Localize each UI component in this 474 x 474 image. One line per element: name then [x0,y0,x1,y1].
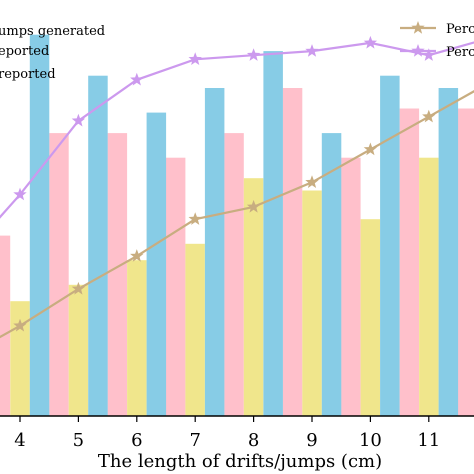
line-series-0-point-1 [71,281,86,295]
line-series-0-point-3 [188,212,202,225]
bar-series-1-cat-5 [282,88,303,416]
legend-label-jumps-reported: eported [0,44,49,59]
x-axis-label: The length of drifts/jumps (cm) [98,451,382,472]
bar-series-1-cat-6 [341,157,361,416]
x-tick-label-8: 8 [248,430,259,451]
bar-series-2-cat-5 [302,190,322,416]
line-series-0-point-5 [305,175,319,188]
x-tick-label-6: 6 [131,430,142,451]
bar-series-1-cat-4 [224,133,244,416]
bar-series-1-cat-1 [49,133,69,416]
legend-marker-0 [411,21,425,34]
bar-series-0-cat-4 [263,51,283,416]
line-series-1-point-6 [363,35,378,49]
legend-marker-1 [411,44,425,57]
legend-right: Perce Perce [400,21,474,60]
line-series-1-point-5 [305,44,319,57]
line-series-1-point-2 [130,72,144,86]
line-series-1-point-7 [422,48,436,61]
bar-series-0-cat-6 [380,75,400,416]
bar-series-0-cat-1 [88,75,108,416]
line-series-1 [0,41,474,219]
bar-series-2-cat-1 [68,284,89,416]
bar-series-0-cat-0 [29,34,50,416]
legend-left: umps generated eported reported [0,24,105,82]
line-series-0-point-2 [130,249,144,262]
bar-series-1-cat-0 [0,235,11,416]
legend-label-jumps-generated: umps generated [0,24,105,39]
x-tick-label-10: 10 [359,430,382,451]
line-series-0-point-4 [246,199,261,213]
bar-series-0-cat-7 [438,88,459,416]
legend-label-percent-1: Perce [446,45,474,60]
x-tick-label-11: 11 [417,430,440,451]
bar-series-2-cat-0 [10,301,30,416]
bar-series-2-cat-3 [185,243,205,416]
legend-label-jumps-unreported: reported [0,67,56,82]
lines-layer [0,35,474,339]
legend-label-percent-0: Perce [446,22,474,37]
bar-series-0-cat-3 [204,88,225,416]
line-series-1-point-1 [71,113,86,127]
bar-series-1-cat-2 [107,133,128,416]
bar-series-2-cat-7 [419,157,439,416]
bar-series-2-cat-4 [243,178,264,416]
bar-series-2-cat-6 [360,219,381,416]
line-series-0-point-7 [422,109,436,123]
bar-series-1-cat-3 [165,157,186,416]
x-tick-label-9: 9 [306,430,317,451]
bar-series-0-cat-2 [146,112,167,416]
line-series-0-point-6 [363,142,378,156]
line-series-1-point-0 [13,187,27,201]
line-series-0-point-0 [13,318,27,332]
x-tick-label-7: 7 [189,430,200,451]
line-series-1-point-4 [246,48,261,61]
bars-layer [0,34,474,416]
bar-series-1-cat-8 [457,108,474,416]
axes-layer: 456789101112 [0,415,474,451]
bar-series-1-cat-7 [399,108,420,416]
bar-series-0-cat-5 [321,133,342,416]
line-series-0 [0,90,474,339]
bar-series-2-cat-2 [127,260,147,416]
x-tick-label-4: 4 [14,430,25,451]
x-tick-label-5: 5 [73,430,84,451]
line-series-1-point-3 [188,52,202,65]
